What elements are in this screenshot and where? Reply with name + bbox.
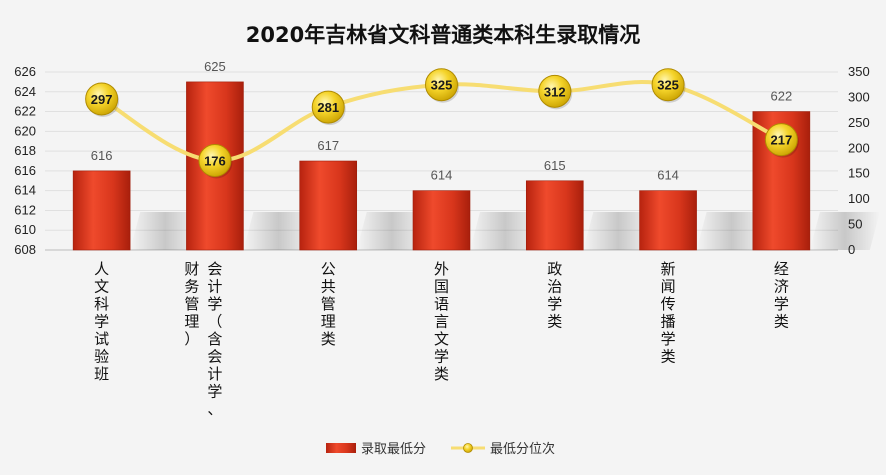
legend-item-line: 最低分位次 <box>451 441 555 457</box>
y-right-tick: 250 <box>848 115 870 130</box>
point-marker <box>651 68 685 102</box>
y-left-tick: 610 <box>14 222 36 237</box>
axes: 608 610 612 614 616 618 620 622 624 626 0 50 100 150 2… <box>14 64 869 257</box>
y-left-tick: 612 <box>14 202 36 217</box>
legend-bar-swatch <box>326 443 356 453</box>
bar-shadow <box>356 212 427 250</box>
y-left-tick: 608 <box>14 242 36 257</box>
x-tick-label: 公共管理类 <box>321 260 336 348</box>
svg-text:政治学类: 政治学类 <box>547 260 562 331</box>
y-right-tick: 0 <box>848 242 855 257</box>
svg-text:经济学类: 经济学类 <box>774 260 789 331</box>
svg-text:人文科学试验班: 人文科学试验班 <box>94 260 109 383</box>
point-value-label: 217 <box>771 133 793 148</box>
bar-shadow <box>583 212 654 250</box>
chart-title: 2020年吉林省文科普通类本科生录取情况 <box>246 23 640 47</box>
y-right-tick: 50 <box>848 217 862 232</box>
y-left-tick: 618 <box>14 143 36 158</box>
x-tick-label: 人文科学试验班 <box>94 260 109 383</box>
category-labels: 人文科学试验班 会计学（含会计学、财务管理） 公共管理类 外国语言文学类 政治学类 新闻传… <box>94 260 789 418</box>
point-value-label: 297 <box>91 92 113 107</box>
svg-text:新闻传播学类: 新闻传播学类 <box>661 260 676 366</box>
svg-text:会计学（含会计学、财务管理）: 会计学（含会计学、财务管理） <box>184 260 222 418</box>
x-tick-label: 外国语言文学类 <box>434 260 449 383</box>
bar <box>525 180 584 251</box>
x-tick-label: 经济学类 <box>774 260 789 331</box>
legend-item-bar: 录取最低分 <box>326 442 426 457</box>
point-marker <box>85 82 119 116</box>
bar-series: 616 625 617 614 615 614 622 <box>72 59 811 251</box>
y-right-tick: 350 <box>848 64 870 79</box>
point-marker <box>764 123 798 157</box>
y-right-tick: 150 <box>848 166 870 181</box>
bar-value-label: 616 <box>91 148 113 163</box>
point-value-label: 281 <box>317 100 339 115</box>
svg-text:外国语言文学类: 外国语言文学类 <box>434 260 449 383</box>
bar-value-label: 622 <box>771 89 793 104</box>
svg-text:公共管理类: 公共管理类 <box>321 260 336 348</box>
bar-value-label: 617 <box>317 138 339 153</box>
legend: 录取最低分 最低分位次 <box>326 441 555 457</box>
bar <box>639 190 697 251</box>
x-tick-label: 政治学类 <box>547 260 562 331</box>
point-value-label: 176 <box>204 153 226 168</box>
y-left-tick: 622 <box>14 104 36 119</box>
y-left-tick: 620 <box>14 123 36 138</box>
bar-value-label: 615 <box>544 158 566 173</box>
y-left-tick: 616 <box>14 163 36 178</box>
bar-shadow <box>130 212 201 250</box>
bar-value-label: 625 <box>204 59 226 74</box>
legend-label: 录取最低分 <box>361 442 426 457</box>
bar-shadow <box>470 212 540 250</box>
bar-shadows <box>130 212 880 250</box>
y-left-tick: 614 <box>14 183 36 198</box>
point-value-label: 325 <box>431 78 453 93</box>
bar-shadow <box>809 212 880 250</box>
legend-marker <box>463 443 473 453</box>
point-marker <box>311 90 345 124</box>
point-marker <box>425 68 458 102</box>
bar-value-label: 614 <box>657 168 679 183</box>
y-right-tick: 200 <box>848 140 870 155</box>
legend-label: 最低分位次 <box>490 441 555 457</box>
bar-shadow <box>696 212 767 250</box>
bar-shadow <box>243 212 314 250</box>
y-right-tick: 300 <box>848 89 870 104</box>
x-tick-label: 新闻传播学类 <box>661 260 676 366</box>
bar-value-label: 614 <box>431 168 453 183</box>
line-series: 297 176 281 325 312 325 217 <box>85 68 799 179</box>
point-value-label: 325 <box>657 78 679 93</box>
y-left-tick: 624 <box>14 84 36 99</box>
point-value-label: 312 <box>544 84 566 99</box>
point-marker <box>198 143 232 177</box>
bar <box>72 170 131 251</box>
bar <box>299 160 358 251</box>
point-marker <box>538 74 572 108</box>
y-right-tick: 100 <box>848 191 870 206</box>
bar <box>412 190 471 251</box>
x-tick-label: 会计学（含会计学、财务管理） <box>184 260 222 418</box>
y-left-tick: 626 <box>14 64 36 79</box>
